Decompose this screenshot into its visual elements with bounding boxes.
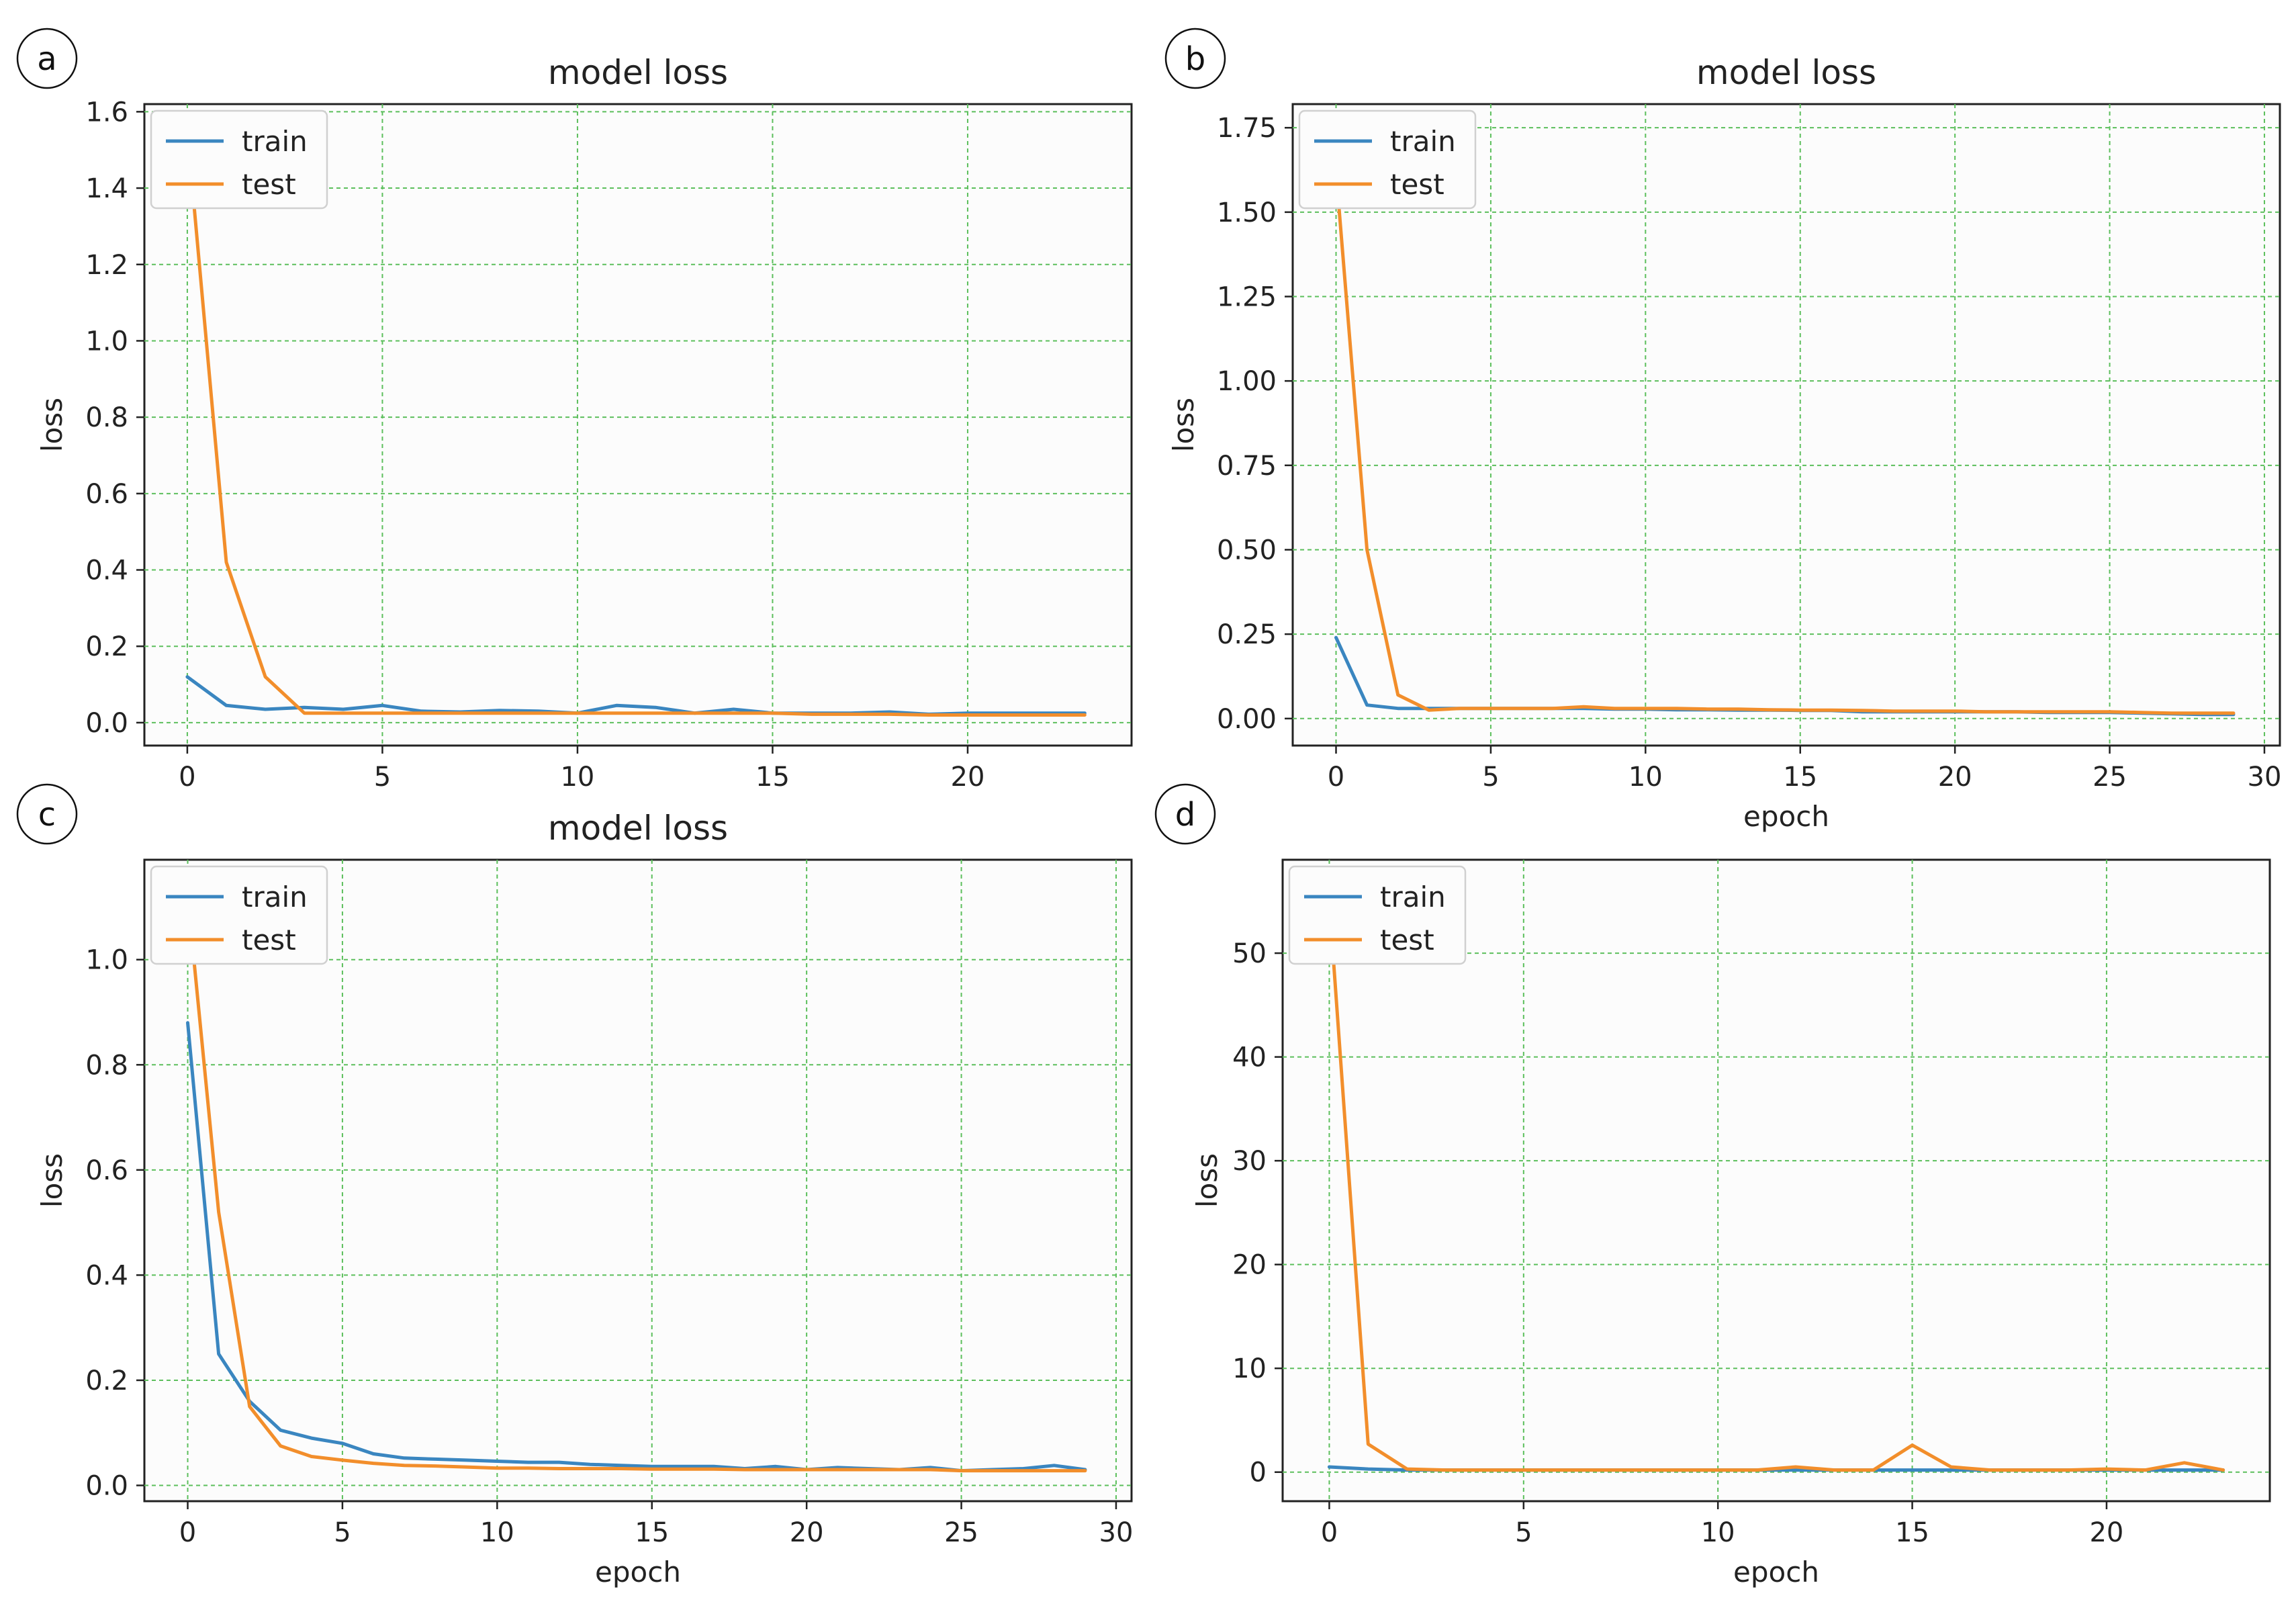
y-tick-label: 0.25 (1217, 619, 1277, 650)
chart-title: model loss (548, 809, 728, 848)
x-tick-label: 20 (951, 762, 985, 793)
series-line-test (185, 129, 1087, 717)
legend-label-test: test (242, 924, 296, 956)
x-tick-label: 10 (1628, 762, 1663, 793)
y-tick-label: 0.0 (85, 1471, 128, 1502)
x-axis-label: epoch (595, 1556, 681, 1589)
legend-label-train: train (242, 881, 308, 913)
x-tick-label: 0 (1328, 762, 1344, 793)
y-tick-label: 0.4 (85, 1260, 128, 1291)
x-tick-label: 15 (635, 1517, 669, 1548)
chart-title: model loss (548, 53, 728, 92)
y-tick-label: 0.75 (1217, 451, 1277, 482)
series-line-test (1334, 170, 2236, 715)
panel-c: c 0 5 10 15 20 25 30 0.0 0.2 0.4 0.6 0.8 1.0 model los… (16, 783, 1134, 1589)
y-tick-label: 10 (1232, 1353, 1267, 1384)
x-tick-label: 5 (1515, 1517, 1532, 1548)
y-tick-label: 1.50 (1217, 197, 1277, 228)
x-tick-label: 10 (560, 762, 594, 793)
y-tick-label: 40 (1232, 1042, 1267, 1073)
y-tick-label: 1.00 (1217, 366, 1277, 397)
x-tick-label: 0 (179, 1517, 196, 1548)
y-tick-label: 0.6 (85, 1155, 128, 1186)
y-tick-label: 50 (1232, 938, 1267, 969)
y-tick-label: 1.75 (1217, 113, 1277, 144)
panel-label: a (37, 40, 56, 78)
y-tick-label: 0.2 (85, 1366, 128, 1396)
x-tick-label: 20 (790, 1517, 824, 1548)
plot-area (143, 858, 1133, 1503)
y-axis-label: loss (1167, 398, 1200, 452)
y-tick-label: 0.6 (85, 479, 128, 510)
panel-label: c (38, 796, 56, 834)
y-tick-label: 1.0 (85, 945, 128, 976)
x-tick-label: 5 (334, 1517, 351, 1548)
y-tick-label: 30 (1232, 1146, 1267, 1177)
plot-area (1291, 103, 2281, 747)
panel-b: b 0 5 10 15 20 25 30 0.00 0.25 0.50 0.75 1.00 1.25 1.5… (1164, 28, 2282, 833)
panel-label: b (1185, 40, 1205, 78)
series-line-test (1327, 899, 2225, 1472)
x-tick-label: 0 (179, 762, 195, 793)
legend-label-train: train (1390, 125, 1456, 158)
x-tick-label: 5 (374, 762, 391, 793)
y-axis-label: loss (36, 398, 68, 452)
series-line-test (186, 895, 1087, 1473)
panel-label-circle (16, 783, 78, 845)
y-tick-label: 1.25 (1217, 282, 1277, 313)
y-tick-label: 0.4 (85, 555, 128, 586)
y-tick-label: 1.2 (85, 250, 128, 281)
y-tick-label: 0.8 (85, 402, 128, 433)
legend-label-test: test (1390, 168, 1444, 201)
x-tick-label: 15 (1895, 1517, 1929, 1548)
y-tick-label: 0.50 (1217, 535, 1277, 566)
x-axis-label: epoch (1743, 800, 1829, 833)
y-tick-label: 1.6 (85, 97, 128, 128)
x-tick-label: 25 (2093, 762, 2127, 793)
x-axis-label: epoch (1733, 1556, 1819, 1589)
y-tick-label: 20 (1232, 1250, 1267, 1281)
x-tick-label: 30 (1099, 1517, 1134, 1548)
y-tick-label: 0.0 (85, 708, 128, 739)
y-tick-label: 0.00 (1217, 704, 1277, 735)
panel-d: d 0 5 10 15 20 0 10 20 30 40 50 epoch loss train test (1154, 783, 2271, 1589)
y-tick-label: 0.8 (85, 1050, 128, 1081)
x-tick-label: 5 (1482, 762, 1499, 793)
y-tick-label: 1.0 (85, 326, 128, 357)
x-tick-label: 10 (1701, 1517, 1735, 1548)
x-tick-label: 15 (1783, 762, 1817, 793)
x-tick-label: 30 (2248, 762, 2282, 793)
panel-label: d (1175, 796, 1195, 834)
chart-title: model loss (1696, 53, 1876, 92)
legend-label-test: test (242, 168, 296, 201)
panel-label-circle (16, 28, 78, 89)
x-tick-label: 20 (2089, 1517, 2123, 1548)
y-axis-label: loss (36, 1153, 68, 1208)
y-axis-label: loss (1191, 1153, 1224, 1208)
x-tick-label: 0 (1321, 1517, 1338, 1548)
x-tick-label: 15 (755, 762, 790, 793)
panel-label-circle (1154, 783, 1216, 845)
series-line-train (186, 1021, 1087, 1473)
plot-area (1281, 858, 2271, 1503)
legend-label-train: train (1380, 881, 1446, 913)
y-tick-label: 0.2 (85, 631, 128, 662)
y-tick-label: 1.4 (85, 173, 128, 204)
legend-label-test: test (1380, 924, 1434, 956)
x-tick-label: 25 (944, 1517, 978, 1548)
x-tick-label: 10 (480, 1517, 514, 1548)
panel-a: a 0 5 10 15 20 0.0 0.2 0.4 0.6 0.8 1.0 1.2 1.4 1.6 mode… (16, 28, 1133, 793)
legend-label-train: train (242, 125, 308, 158)
panel-label-circle (1164, 28, 1226, 89)
x-tick-label: 20 (1938, 762, 1972, 793)
y-tick-label: 0 (1250, 1458, 1267, 1488)
